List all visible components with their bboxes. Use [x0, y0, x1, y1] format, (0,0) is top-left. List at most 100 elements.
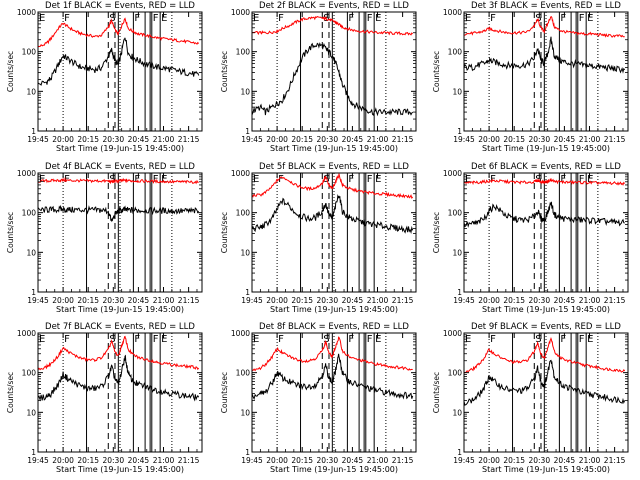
series-line-events: [251, 353, 414, 401]
marker-label: E: [375, 13, 381, 24]
x-tick-label: 20:30: [316, 296, 338, 305]
y-tick-label: 10: [240, 408, 250, 417]
marker-label: F: [490, 13, 496, 24]
marker-label: F: [134, 174, 140, 185]
x-tick-label: 20:30: [316, 456, 338, 465]
x-tick-label: 20:00: [52, 135, 74, 144]
plot-frame: [251, 172, 417, 293]
y-tick-label: 1: [245, 448, 250, 457]
marker-label: E: [39, 13, 45, 24]
marker-label: E: [465, 334, 471, 345]
marker-label: F: [348, 334, 354, 345]
marker-label: S: [535, 13, 541, 24]
marker-label: F: [367, 334, 373, 345]
x-tick-label: 20:45: [342, 296, 364, 305]
x-tick-label: 21:00: [153, 456, 175, 465]
y-tick-label: 100: [22, 369, 37, 378]
marker-label: F: [579, 174, 585, 185]
x-tick-label: 20:30: [102, 296, 124, 305]
y-tick-label: 10: [452, 87, 462, 96]
y-tick-label: 1000: [231, 8, 250, 17]
panel-title: Det 9f BLACK = Events, RED = LLD: [471, 322, 621, 332]
x-tick-label: 20:30: [528, 296, 550, 305]
x-tick-label: 21:00: [367, 456, 389, 465]
marker-label: E: [587, 334, 593, 345]
x-tick-label: 21:00: [367, 135, 389, 144]
x-tick-label: 20:30: [102, 456, 124, 465]
marker-label: E: [253, 13, 259, 24]
panel-title: Det 3f BLACK = Events, RED = LLD: [471, 1, 621, 11]
series-line-lld: [463, 178, 626, 186]
x-tick-label: 21:00: [153, 296, 175, 305]
y-axis-label: Counts/sec: [432, 212, 441, 253]
x-tick-label: 21:15: [392, 135, 414, 144]
y-tick-label: 10: [452, 248, 462, 257]
x-axis-label: Start Time (19-Jun-15 19:45:00): [56, 465, 184, 474]
marker-label: F: [153, 174, 159, 185]
y-tick-label: 1000: [231, 169, 250, 178]
marker-label: E: [253, 174, 259, 185]
marker-label: E: [253, 334, 259, 345]
plot-frame: [37, 11, 203, 132]
y-tick-label: 1000: [231, 329, 250, 338]
series-line-events: [463, 36, 626, 74]
y-tick-label: 10: [240, 248, 250, 257]
y-tick-label: 10: [240, 87, 250, 96]
series-line-lld: [251, 173, 414, 200]
marker-label: F: [560, 13, 566, 24]
y-axis-label: Counts/sec: [6, 51, 15, 92]
marker-label: F: [579, 334, 585, 345]
y-tick-label: 100: [236, 209, 251, 218]
x-tick-label: 20:30: [102, 135, 124, 144]
x-tick-label: 21:15: [178, 456, 200, 465]
panel-title: Det 4f BLACK = Events, RED = LLD: [45, 162, 195, 172]
marker-label: F: [490, 174, 496, 185]
marker-label: F: [278, 334, 284, 345]
x-tick-label: 20:15: [77, 135, 99, 144]
x-axis-label: Start Time (19-Jun-15 19:45:00): [482, 144, 610, 153]
series-line-lld: [464, 15, 625, 38]
series-line-lld: [37, 176, 199, 185]
x-tick-label: 19:45: [453, 456, 475, 465]
panel-title: Det 6f BLACK = Events, RED = LLD: [471, 162, 621, 172]
x-tick-label: 21:15: [604, 135, 626, 144]
series-line-events: [37, 37, 200, 86]
x-tick-label: 21:00: [579, 296, 601, 305]
x-tick-label: 19:45: [453, 135, 475, 144]
marker-label: E: [587, 13, 593, 24]
marker-label: E: [465, 174, 471, 185]
y-tick-label: 100: [448, 209, 463, 218]
x-tick-label: 19:45: [27, 456, 49, 465]
x-tick-label: 20:45: [554, 296, 576, 305]
y-tick-label: 1: [31, 288, 36, 297]
x-tick-label: 20:00: [266, 296, 288, 305]
x-axis-label: Start Time (19-Jun-15 19:45:00): [270, 144, 398, 153]
y-tick-label: 10: [452, 408, 462, 417]
x-tick-label: 20:15: [503, 135, 525, 144]
y-tick-label: 1000: [443, 329, 462, 338]
marker-label: F: [367, 174, 373, 185]
y-tick-label: 1000: [17, 169, 36, 178]
marker-label: F: [579, 13, 585, 24]
x-tick-label: 21:00: [367, 296, 389, 305]
x-tick-label: 19:45: [241, 296, 263, 305]
panel-title: Det 1f BLACK = Events, RED = LLD: [45, 1, 195, 11]
y-tick-label: 1000: [17, 8, 36, 17]
x-tick-label: 20:15: [77, 296, 99, 305]
y-axis-label: Counts/sec: [6, 212, 15, 253]
y-tick-label: 1: [457, 448, 462, 457]
y-axis-label: Counts/sec: [6, 372, 15, 413]
marker-label: F: [64, 334, 70, 345]
y-tick-label: 100: [22, 209, 37, 218]
y-tick-label: 100: [448, 369, 463, 378]
y-tick-label: 1: [457, 288, 462, 297]
marker-label: F: [64, 13, 70, 24]
y-tick-label: 1000: [17, 329, 36, 338]
marker-label: F: [153, 334, 159, 345]
